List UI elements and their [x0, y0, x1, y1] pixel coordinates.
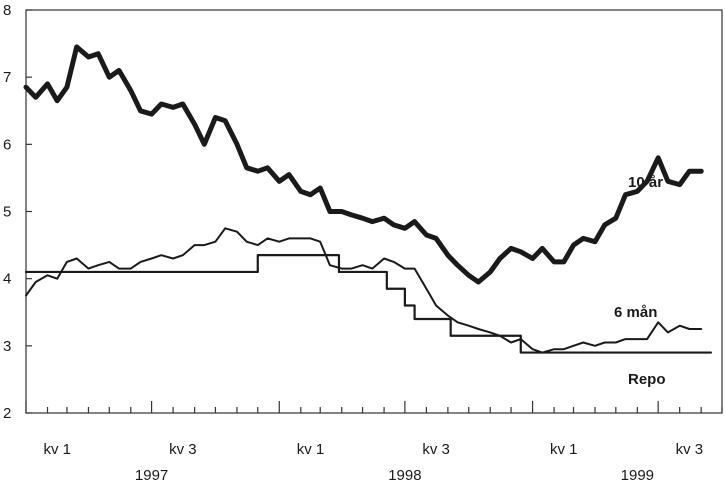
x-quarter-label: kv 1: [297, 441, 325, 458]
y-tick-label: 7: [3, 69, 11, 86]
y-axis: 2 3 4 5 6 7 8: [3, 2, 32, 422]
x-year-label: 1997: [135, 467, 168, 484]
x-quarter-label: kv 3: [169, 441, 197, 458]
series-label-10-ar: 10 år: [628, 174, 663, 191]
x-quarter-label: kv 3: [676, 441, 704, 458]
series-line-1: [25, 227, 703, 354]
y-tick-label: 4: [3, 271, 11, 288]
y-tick-label: 5: [3, 204, 11, 221]
series-label-repo: Repo: [628, 371, 666, 388]
x-quarter-label: kv 1: [550, 441, 578, 458]
x-quarter-label: kv 1: [43, 441, 71, 458]
x-quarter-label: kv 3: [422, 441, 450, 458]
series-line-0: [23, 44, 704, 285]
y-tick-label: 3: [3, 338, 11, 355]
series-group: [23, 44, 712, 354]
y-tick-label: 8: [3, 2, 11, 19]
series-line-2: [24, 254, 712, 354]
x-year-label: 1999: [621, 467, 654, 484]
y-tick-label: 2: [3, 405, 11, 422]
y-tick-label: 6: [3, 136, 11, 153]
x-year-label: 1998: [388, 467, 421, 484]
series-label-6-man: 6 mån: [614, 304, 657, 321]
